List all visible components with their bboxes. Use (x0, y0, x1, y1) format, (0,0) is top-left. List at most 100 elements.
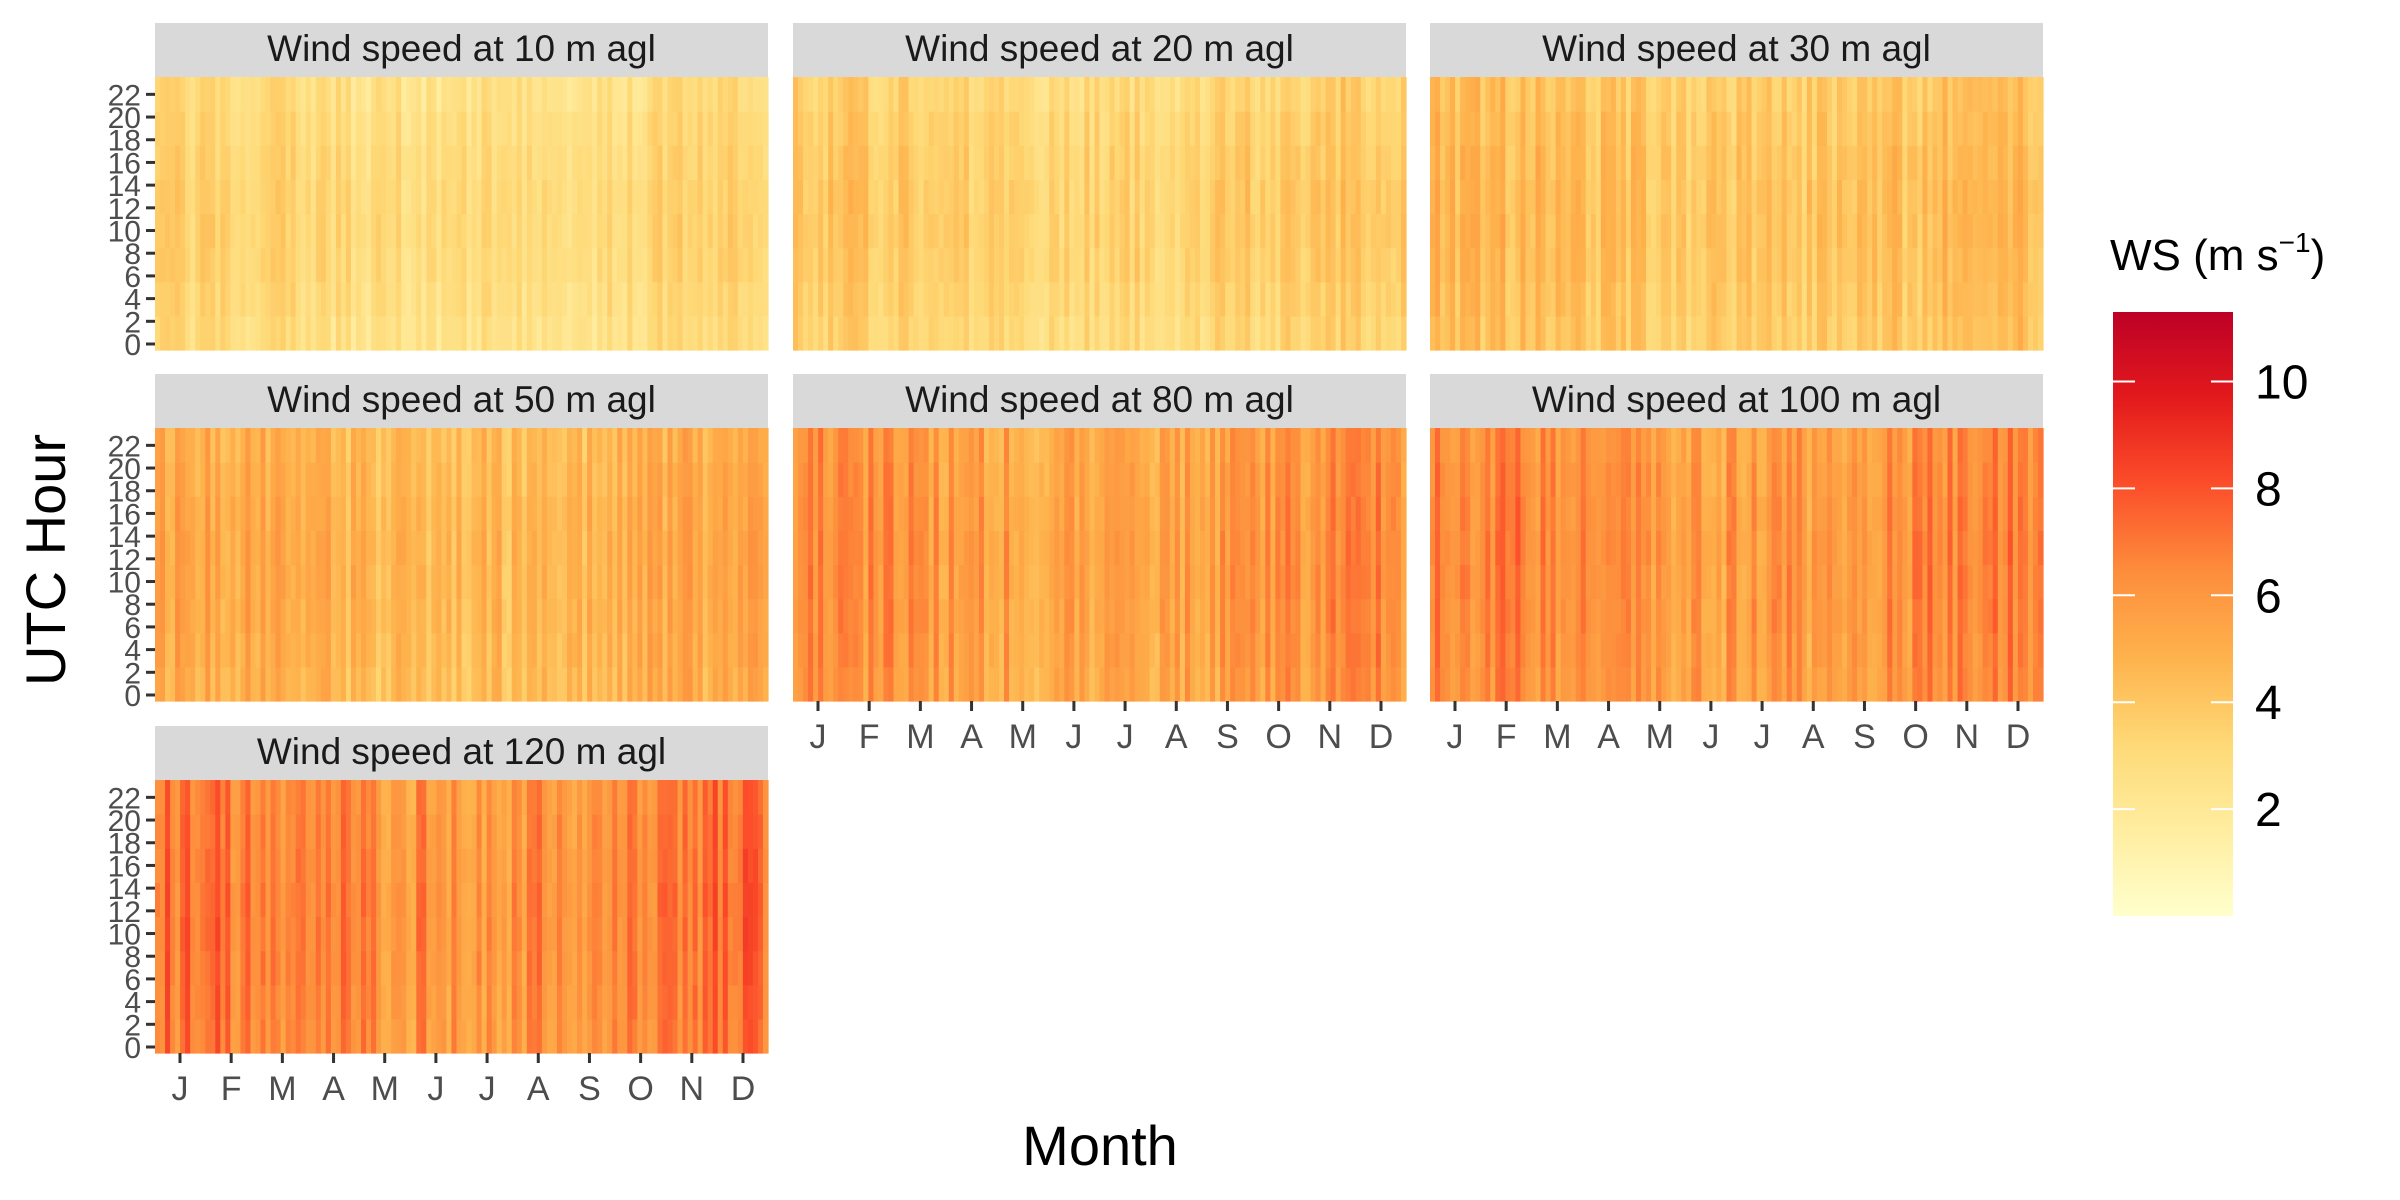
heat-cell (1129, 77, 1136, 112)
heat-cell (210, 462, 216, 497)
heat-cell (1154, 530, 1161, 566)
heat-cell (541, 632, 548, 668)
heat-cell (1947, 247, 1954, 283)
heat-cell (1300, 111, 1307, 146)
heat-cell (1756, 213, 1763, 249)
heat-cell (1580, 247, 1587, 283)
x-tick-label: M (1009, 718, 1037, 756)
heat-cell (968, 428, 975, 463)
heat-cell (325, 281, 332, 317)
heat-cell (1119, 428, 1126, 463)
heat-cell (300, 462, 307, 497)
heat-cell (355, 213, 362, 249)
heat-cell (396, 315, 402, 351)
heat-cell (843, 179, 849, 215)
heat-cell (406, 564, 412, 600)
heat-cell (1686, 77, 1692, 112)
heat-cell (441, 632, 448, 668)
heat-cell (245, 428, 252, 463)
heat-cell (1691, 213, 1697, 249)
heat-cell (1922, 247, 1929, 283)
heat-cell (280, 496, 287, 531)
heat-cell (371, 428, 377, 463)
heat-cell (1225, 315, 1231, 351)
heat-cell (501, 666, 508, 702)
facet-strip (155, 374, 768, 428)
heat-cell (210, 598, 216, 634)
heat-cell (180, 598, 186, 634)
y-tick-label: 14 (108, 521, 141, 554)
heat-cell (813, 666, 819, 702)
heat-cell (667, 145, 674, 180)
y-tick-label: 20 (108, 102, 141, 135)
heat-cell (898, 598, 905, 634)
heat-cell (310, 666, 317, 702)
heat-cell (1962, 179, 1969, 215)
heat-cell (1220, 428, 1226, 463)
heat-cell (1520, 77, 1527, 112)
heat-cell (1350, 666, 1357, 702)
heat-cell (1490, 315, 1496, 351)
heat-cell (1129, 428, 1136, 463)
heat-cell (1079, 77, 1086, 112)
heat-cell (1009, 111, 1015, 146)
heat-cell (516, 315, 523, 351)
heat-cell (446, 315, 453, 351)
heat-cell (2037, 281, 2044, 317)
heat-cell (471, 145, 478, 180)
heat-cell (1064, 598, 1070, 634)
heat-cell (170, 462, 176, 497)
heat-cell (923, 666, 930, 702)
heat-cell (622, 111, 628, 146)
heat-cell (999, 315, 1005, 351)
heat-cell (863, 462, 869, 497)
heat-cell (1922, 145, 1929, 180)
heat-cell (793, 315, 799, 351)
heat-cell (692, 315, 699, 351)
heat-cell (1350, 111, 1357, 146)
heat-cell (1290, 632, 1297, 668)
heat-cell (461, 496, 468, 531)
heat-cell (325, 598, 332, 634)
heat-cell (240, 530, 247, 566)
heat-cell (285, 145, 292, 180)
heat-cell (295, 315, 302, 351)
heat-cell (516, 598, 523, 634)
heat-cell (1134, 666, 1141, 702)
heat-cell (1957, 179, 1964, 215)
heat-cell (828, 564, 834, 600)
heat-cell (305, 213, 312, 249)
heat-cell (637, 213, 643, 249)
heat-cell (511, 666, 518, 702)
heat-cell (1495, 179, 1501, 215)
heat-cell (371, 462, 377, 497)
heat-cell (963, 145, 970, 180)
heat-cell (592, 564, 598, 600)
heat-cell (1350, 598, 1357, 634)
heat-cell (1029, 179, 1035, 215)
heat-cell (210, 666, 216, 702)
heat-cell (1897, 111, 1903, 146)
heat-cell (818, 111, 824, 146)
heat-cell (1034, 111, 1040, 146)
heat-cell (1736, 145, 1743, 180)
heat-cell (1852, 145, 1858, 180)
heat-cell (175, 564, 181, 600)
heat-cell (426, 632, 432, 668)
heat-cell (190, 179, 196, 215)
heat-cell (752, 530, 759, 566)
heat-cell (255, 281, 262, 317)
heat-cell (853, 462, 859, 497)
heat-cell (556, 315, 563, 351)
heat-cell (1320, 496, 1327, 531)
heat-cell (1545, 145, 1552, 180)
heat-cell (501, 598, 508, 634)
heat-cell (677, 213, 684, 249)
heat-cell (436, 564, 442, 600)
heat-cell (1280, 564, 1287, 600)
heat-cell (938, 77, 945, 112)
heat-cell (305, 530, 312, 566)
heat-cell (1310, 247, 1317, 283)
heat-cell (1445, 145, 1451, 180)
heat-cell (863, 564, 869, 600)
